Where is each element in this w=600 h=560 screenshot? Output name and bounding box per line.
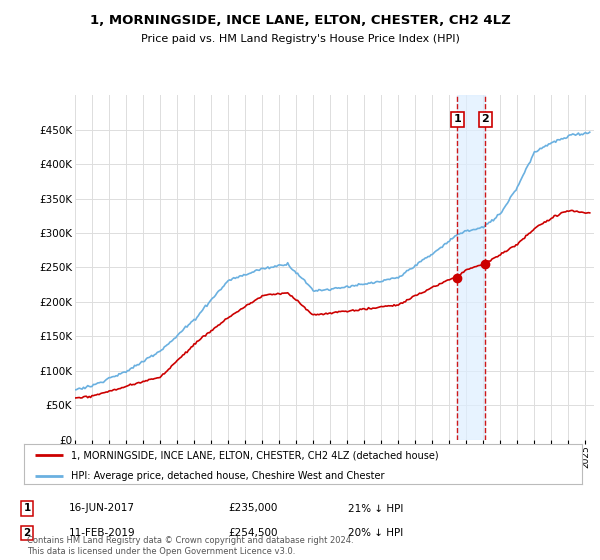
Text: 1: 1 xyxy=(23,503,31,514)
Text: Price paid vs. HM Land Registry's House Price Index (HPI): Price paid vs. HM Land Registry's House … xyxy=(140,34,460,44)
Text: 11-FEB-2019: 11-FEB-2019 xyxy=(69,528,136,538)
Text: £235,000: £235,000 xyxy=(228,503,277,514)
Text: £254,500: £254,500 xyxy=(228,528,277,538)
Text: 21% ↓ HPI: 21% ↓ HPI xyxy=(348,503,403,514)
Text: 16-JUN-2017: 16-JUN-2017 xyxy=(69,503,135,514)
Text: HPI: Average price, detached house, Cheshire West and Chester: HPI: Average price, detached house, Ches… xyxy=(71,470,385,480)
Text: 2: 2 xyxy=(23,528,31,538)
Text: 1: 1 xyxy=(454,114,461,124)
Text: 1, MORNINGSIDE, INCE LANE, ELTON, CHESTER, CH2 4LZ (detached house): 1, MORNINGSIDE, INCE LANE, ELTON, CHESTE… xyxy=(71,450,439,460)
Text: 2: 2 xyxy=(481,114,489,124)
Text: Contains HM Land Registry data © Crown copyright and database right 2024.
This d: Contains HM Land Registry data © Crown c… xyxy=(27,536,353,556)
Text: 1, MORNINGSIDE, INCE LANE, ELTON, CHESTER, CH2 4LZ: 1, MORNINGSIDE, INCE LANE, ELTON, CHESTE… xyxy=(89,14,511,27)
Bar xyxy=(457,95,485,440)
Text: 20% ↓ HPI: 20% ↓ HPI xyxy=(348,528,403,538)
